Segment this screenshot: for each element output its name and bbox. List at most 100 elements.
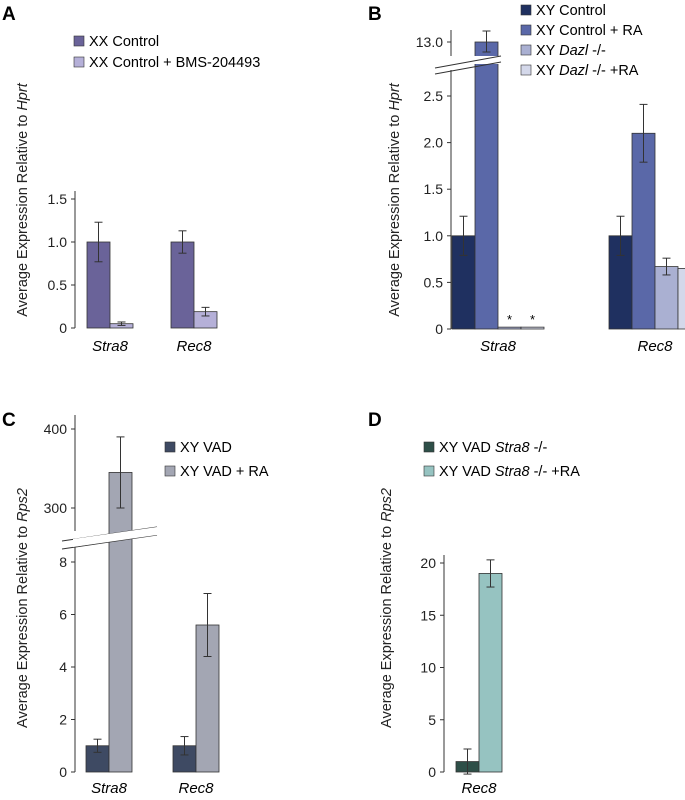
legend-label-part: XY VAD bbox=[439, 464, 495, 480]
bar bbox=[474, 41, 499, 330]
legend-swatch bbox=[73, 56, 85, 68]
y-tick-label: 2.0 bbox=[424, 135, 444, 151]
legend-label-part: XY VAD bbox=[439, 440, 495, 456]
legend-label-part: Dazl bbox=[559, 43, 589, 59]
y-tick-label: 1.5 bbox=[424, 181, 444, 197]
legend-swatch bbox=[423, 465, 435, 477]
bar bbox=[170, 241, 195, 329]
legend-label: XY VAD Stra8 -/- bbox=[439, 440, 547, 456]
legend-label: XX Control + BMS-204493 bbox=[89, 55, 260, 71]
legend-label-part: Stra8 bbox=[495, 440, 530, 456]
y-tick-label: 0.5 bbox=[48, 277, 68, 293]
panel-a-chart: 0 0.5 1.0 1.5 Average Expression Relative to… bbox=[15, 34, 260, 355]
y-axis-label-text: Average Expression Relative to bbox=[387, 111, 403, 317]
y-axis-label: Average Expression Relative to Rps2 bbox=[379, 488, 395, 728]
axis-break-line bbox=[61, 534, 158, 550]
y-tick-label: 13.0 bbox=[416, 34, 443, 50]
category-label: Stra8 bbox=[91, 780, 128, 797]
legend-label-part: XY bbox=[536, 63, 559, 79]
category-label: Rec8 bbox=[637, 338, 673, 355]
axis-break-line bbox=[434, 55, 502, 69]
legend-label-part: XY Control + RA bbox=[536, 23, 643, 39]
legend-swatch bbox=[73, 35, 85, 47]
legend-label-part: Stra8 bbox=[495, 464, 530, 480]
y-axis-label-text: Average Expression Relative to bbox=[379, 522, 395, 728]
bar bbox=[478, 573, 503, 773]
legend-label-part: XX Control bbox=[89, 34, 159, 50]
y-tick-label: 0 bbox=[428, 764, 436, 780]
y-tick-label: 8 bbox=[59, 554, 67, 570]
y-axis-label: Average Expression Relative to Hprt bbox=[387, 82, 403, 316]
y-tick-label: 10 bbox=[420, 660, 436, 676]
y-tick-label: 6 bbox=[59, 607, 67, 623]
y-axis-label-italic: Rps2 bbox=[379, 488, 395, 522]
legend-label: XY VAD + RA bbox=[180, 464, 269, 480]
legend-label-part: XY VAD bbox=[180, 440, 232, 456]
legend-label-part: XY Control bbox=[536, 3, 606, 19]
panel-letter-c: C bbox=[2, 410, 16, 431]
y-tick-label: 20 bbox=[420, 555, 436, 571]
y-tick-label: 4 bbox=[59, 659, 67, 675]
legend-label: XY Dazl -/- +RA bbox=[536, 63, 639, 79]
category-label: Rec8 bbox=[461, 780, 497, 797]
legend-label-part: XY VAD + RA bbox=[180, 464, 269, 480]
legend-swatch bbox=[164, 465, 176, 477]
panel-letter-a: A bbox=[2, 4, 16, 25]
bar bbox=[677, 268, 685, 330]
y-tick-label: 2 bbox=[59, 712, 67, 728]
legend-label-part: -/- bbox=[530, 440, 548, 456]
legend-label-part: -/- bbox=[588, 43, 606, 59]
category-label: Stra8 bbox=[480, 338, 517, 355]
legend-label-part: XY bbox=[536, 43, 559, 59]
panel-d-chart: 0 5 10 15 20 Average Expression Relative to R… bbox=[379, 440, 580, 797]
legend-label-part: -/- +RA bbox=[588, 63, 639, 79]
y-tick-label: 1.0 bbox=[424, 228, 444, 244]
panel-b-chart: 0 0.5 1.0 1.5 2.0 2.5 13.0 Average Expression R… bbox=[387, 3, 685, 355]
y-axis-label-text: Average Expression Relative to bbox=[15, 522, 31, 728]
panel-c-chart: 0 2 4 6 8 300 400 Average Expression Relative t… bbox=[15, 415, 269, 797]
y-tick-label: 300 bbox=[44, 500, 68, 516]
legend-swatch bbox=[164, 441, 176, 453]
legend-swatch bbox=[423, 441, 435, 453]
axis-break-gap bbox=[73, 527, 157, 547]
significance-asterisk: * bbox=[507, 312, 512, 327]
bar bbox=[108, 472, 133, 773]
y-tick-label: 2.5 bbox=[424, 88, 444, 104]
legend-label: XY VAD Stra8 -/- +RA bbox=[439, 464, 580, 480]
legend-label: XY Control + RA bbox=[536, 23, 643, 39]
panel-letter-d: D bbox=[368, 410, 382, 431]
axis-break-gap bbox=[445, 56, 545, 64]
bar bbox=[497, 326, 522, 330]
legend-swatch bbox=[520, 64, 532, 76]
legend-label: XX Control bbox=[89, 34, 159, 50]
legend-label: XY Dazl -/- bbox=[536, 43, 606, 59]
legend-label: XY Control bbox=[536, 3, 606, 19]
y-tick-label: 1.5 bbox=[48, 191, 68, 207]
axis-break-line bbox=[434, 61, 502, 75]
legend-label: XY VAD bbox=[180, 440, 232, 456]
y-axis-label: Average Expression Relative to Rps2 bbox=[15, 488, 31, 728]
legend-swatch bbox=[520, 24, 532, 36]
legend-label-part: XX Control + BMS-204493 bbox=[89, 55, 260, 71]
panel-letter-b: B bbox=[368, 4, 382, 25]
y-tick-label: 5 bbox=[428, 712, 436, 728]
legend-swatch bbox=[520, 44, 532, 56]
category-label: Rec8 bbox=[178, 780, 214, 797]
category-label: Stra8 bbox=[92, 338, 129, 355]
y-axis-label-italic: Hprt bbox=[15, 82, 31, 110]
legend-label-part: Dazl bbox=[559, 63, 589, 79]
y-axis-label-italic: Hprt bbox=[387, 82, 403, 110]
y-tick-label: 400 bbox=[44, 421, 68, 437]
y-tick-label: 15 bbox=[420, 607, 436, 623]
legend-swatch bbox=[520, 4, 532, 16]
bar bbox=[520, 326, 545, 330]
bar bbox=[654, 266, 679, 330]
y-tick-label: 0 bbox=[59, 320, 67, 336]
category-label: Rec8 bbox=[176, 338, 212, 355]
y-axis-label-text: Average Expression Relative to bbox=[15, 111, 31, 317]
significance-asterisk: * bbox=[530, 312, 535, 327]
y-tick-label: 0.5 bbox=[424, 274, 444, 290]
y-axis-label: Average Expression Relative to Hprt bbox=[15, 82, 31, 316]
y-axis-label-italic: Rps2 bbox=[15, 488, 31, 522]
